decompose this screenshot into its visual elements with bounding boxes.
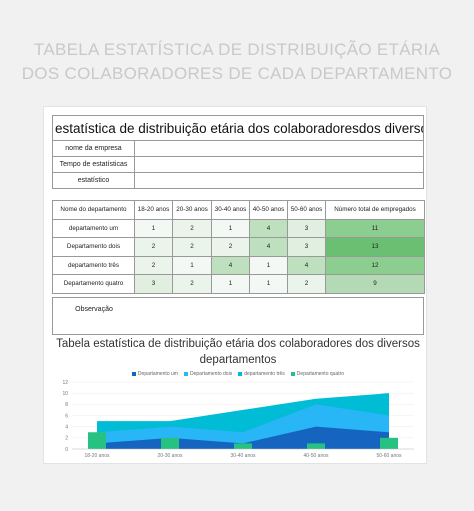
value-cell[interactable]: 4 [249, 237, 288, 257]
value-cell[interactable]: 3 [134, 274, 173, 294]
total-cell[interactable]: 9 [325, 274, 425, 294]
info-row: Tempo de estatísticas [52, 156, 424, 173]
chart-title: Tabela estatística de distribuição etári… [56, 338, 420, 366]
table-row: departamento três 2 1 4 1 4 12 [52, 255, 425, 275]
legend-item: departamento três [238, 371, 285, 377]
value-cell[interactable]: 2 [134, 255, 173, 275]
bar-departamento-quatro [380, 437, 398, 449]
x-tick-label: 30-40 anos [230, 453, 256, 459]
header-age-18-20: 18-20 anos [134, 200, 173, 220]
legend-item: Departamento um [131, 371, 178, 377]
value-cell[interactable]: 1 [172, 255, 212, 275]
value-cell[interactable]: 2 [287, 274, 326, 294]
table-row: Departamento dois 2 2 2 4 3 13 [52, 237, 425, 257]
department-name[interactable]: departamento um [52, 218, 135, 238]
total-cell[interactable]: 11 [325, 218, 425, 238]
chart-plot: 0 2 4 6 8 10 12 18-20 anos 20-30 anos 30-40 anos 4… [62, 380, 414, 459]
y-tick-label: 4 [65, 424, 68, 430]
x-tick-label: 18-20 anos [84, 453, 110, 459]
info-row: estatístico [52, 172, 424, 189]
value-cell[interactable]: 1 [211, 274, 250, 294]
header-age-20-30: 20-30 anos [172, 200, 212, 220]
observation-box[interactable]: Observação [52, 297, 424, 335]
value-cell[interactable]: 3 [287, 237, 326, 257]
value-cell[interactable]: 4 [211, 255, 250, 275]
value-cell[interactable]: 2 [172, 237, 212, 257]
page-title: TABELA ESTATÍSTICA DE DISTRIBUIÇÃO ETÁRI… [0, 38, 474, 86]
info-value-cell[interactable] [134, 140, 424, 157]
info-label: estatístico [52, 172, 135, 189]
age-distribution-table: Nome do departamento 18-20 anos 20-30 an… [52, 200, 425, 294]
spreadsheet-preview: estatística de distribuição etária dos c… [43, 106, 427, 464]
page-title-line1: TABELA ESTATÍSTICA DE DISTRIBUIÇÃO ETÁRI… [33, 40, 441, 59]
legend-item: Departamento dois [183, 371, 233, 377]
table-header-row: Nome do departamento 18-20 anos 20-30 an… [52, 200, 425, 220]
bar-departamento-quatro [161, 437, 179, 449]
legend-label: Departamento dois [189, 371, 233, 377]
legend-item: Departamento quatro [290, 371, 345, 377]
legend-label: Departamento um [137, 371, 178, 377]
value-cell[interactable]: 1 [134, 218, 173, 238]
total-cell[interactable]: 13 [325, 237, 425, 257]
department-name[interactable]: Departamento quatro [52, 274, 135, 294]
y-tick-label: 8 [65, 402, 68, 408]
legend-swatch [131, 371, 136, 376]
value-cell[interactable]: 1 [211, 218, 250, 238]
value-cell[interactable]: 2 [211, 237, 250, 257]
legend-swatch [183, 371, 188, 376]
value-cell[interactable]: 4 [249, 218, 288, 238]
bar-departamento-quatro [88, 432, 106, 449]
department-name[interactable]: Departamento dois [52, 237, 135, 257]
value-cell[interactable]: 3 [287, 218, 326, 238]
info-value-cell[interactable] [134, 172, 424, 189]
x-tick-label: 40-50 anos [303, 453, 329, 459]
chart-legend: Departamento um Departamento dois departam… [52, 371, 424, 377]
table-row: Departamento quatro 3 2 1 1 2 9 [52, 274, 425, 294]
info-value-cell[interactable] [134, 156, 424, 173]
info-label: Tempo de estatísticas [52, 156, 135, 173]
x-tick-label: 50-60 anos [376, 453, 402, 459]
y-tick-label: 12 [62, 380, 68, 386]
value-cell[interactable]: 2 [134, 237, 173, 257]
x-tick-label: 20-30 anos [157, 453, 183, 459]
y-tick-label: 10 [62, 391, 68, 397]
table-row: departamento um 1 2 1 4 3 11 [52, 218, 425, 238]
y-tick-label: 6 [65, 413, 68, 419]
header-department: Nome do departamento [52, 200, 135, 220]
y-tick-label: 0 [65, 447, 68, 453]
header-age-30-40: 30-40 anos [211, 200, 250, 220]
legend-swatch [290, 371, 295, 376]
observation-label: Observação [75, 306, 113, 313]
header-age-50-60: 50-60 anos [287, 200, 326, 220]
y-tick-label: 2 [65, 436, 68, 442]
page-title-line2: DOS COLABORADORES DE CADA DEPARTAMENTO [21, 64, 453, 83]
info-row: nome da empresa [52, 140, 424, 157]
info-table: nome da empresa Tempo de estatísticas es… [52, 140, 424, 189]
value-cell[interactable]: 1 [249, 255, 288, 275]
value-cell[interactable]: 2 [172, 218, 212, 238]
document-title: estatística de distribuição etária dos c… [52, 115, 424, 140]
info-label: nome da empresa [52, 140, 135, 157]
bar-departamento-quatro [234, 443, 252, 449]
total-cell[interactable]: 12 [325, 255, 425, 275]
value-cell[interactable]: 4 [287, 255, 326, 275]
department-name[interactable]: departamento três [52, 255, 135, 275]
header-total: Número total de empregados [325, 200, 425, 220]
header-age-40-50: 40-50 anos [249, 200, 288, 220]
value-cell[interactable]: 2 [172, 274, 212, 294]
legend-label: Departamento quatro [296, 371, 345, 377]
legend-label: departamento três [244, 371, 285, 377]
legend-swatch [238, 371, 243, 376]
value-cell[interactable]: 1 [249, 274, 288, 294]
bar-departamento-quatro [307, 443, 325, 449]
age-distribution-chart: Tabela estatística de distribuição etári… [52, 336, 424, 464]
